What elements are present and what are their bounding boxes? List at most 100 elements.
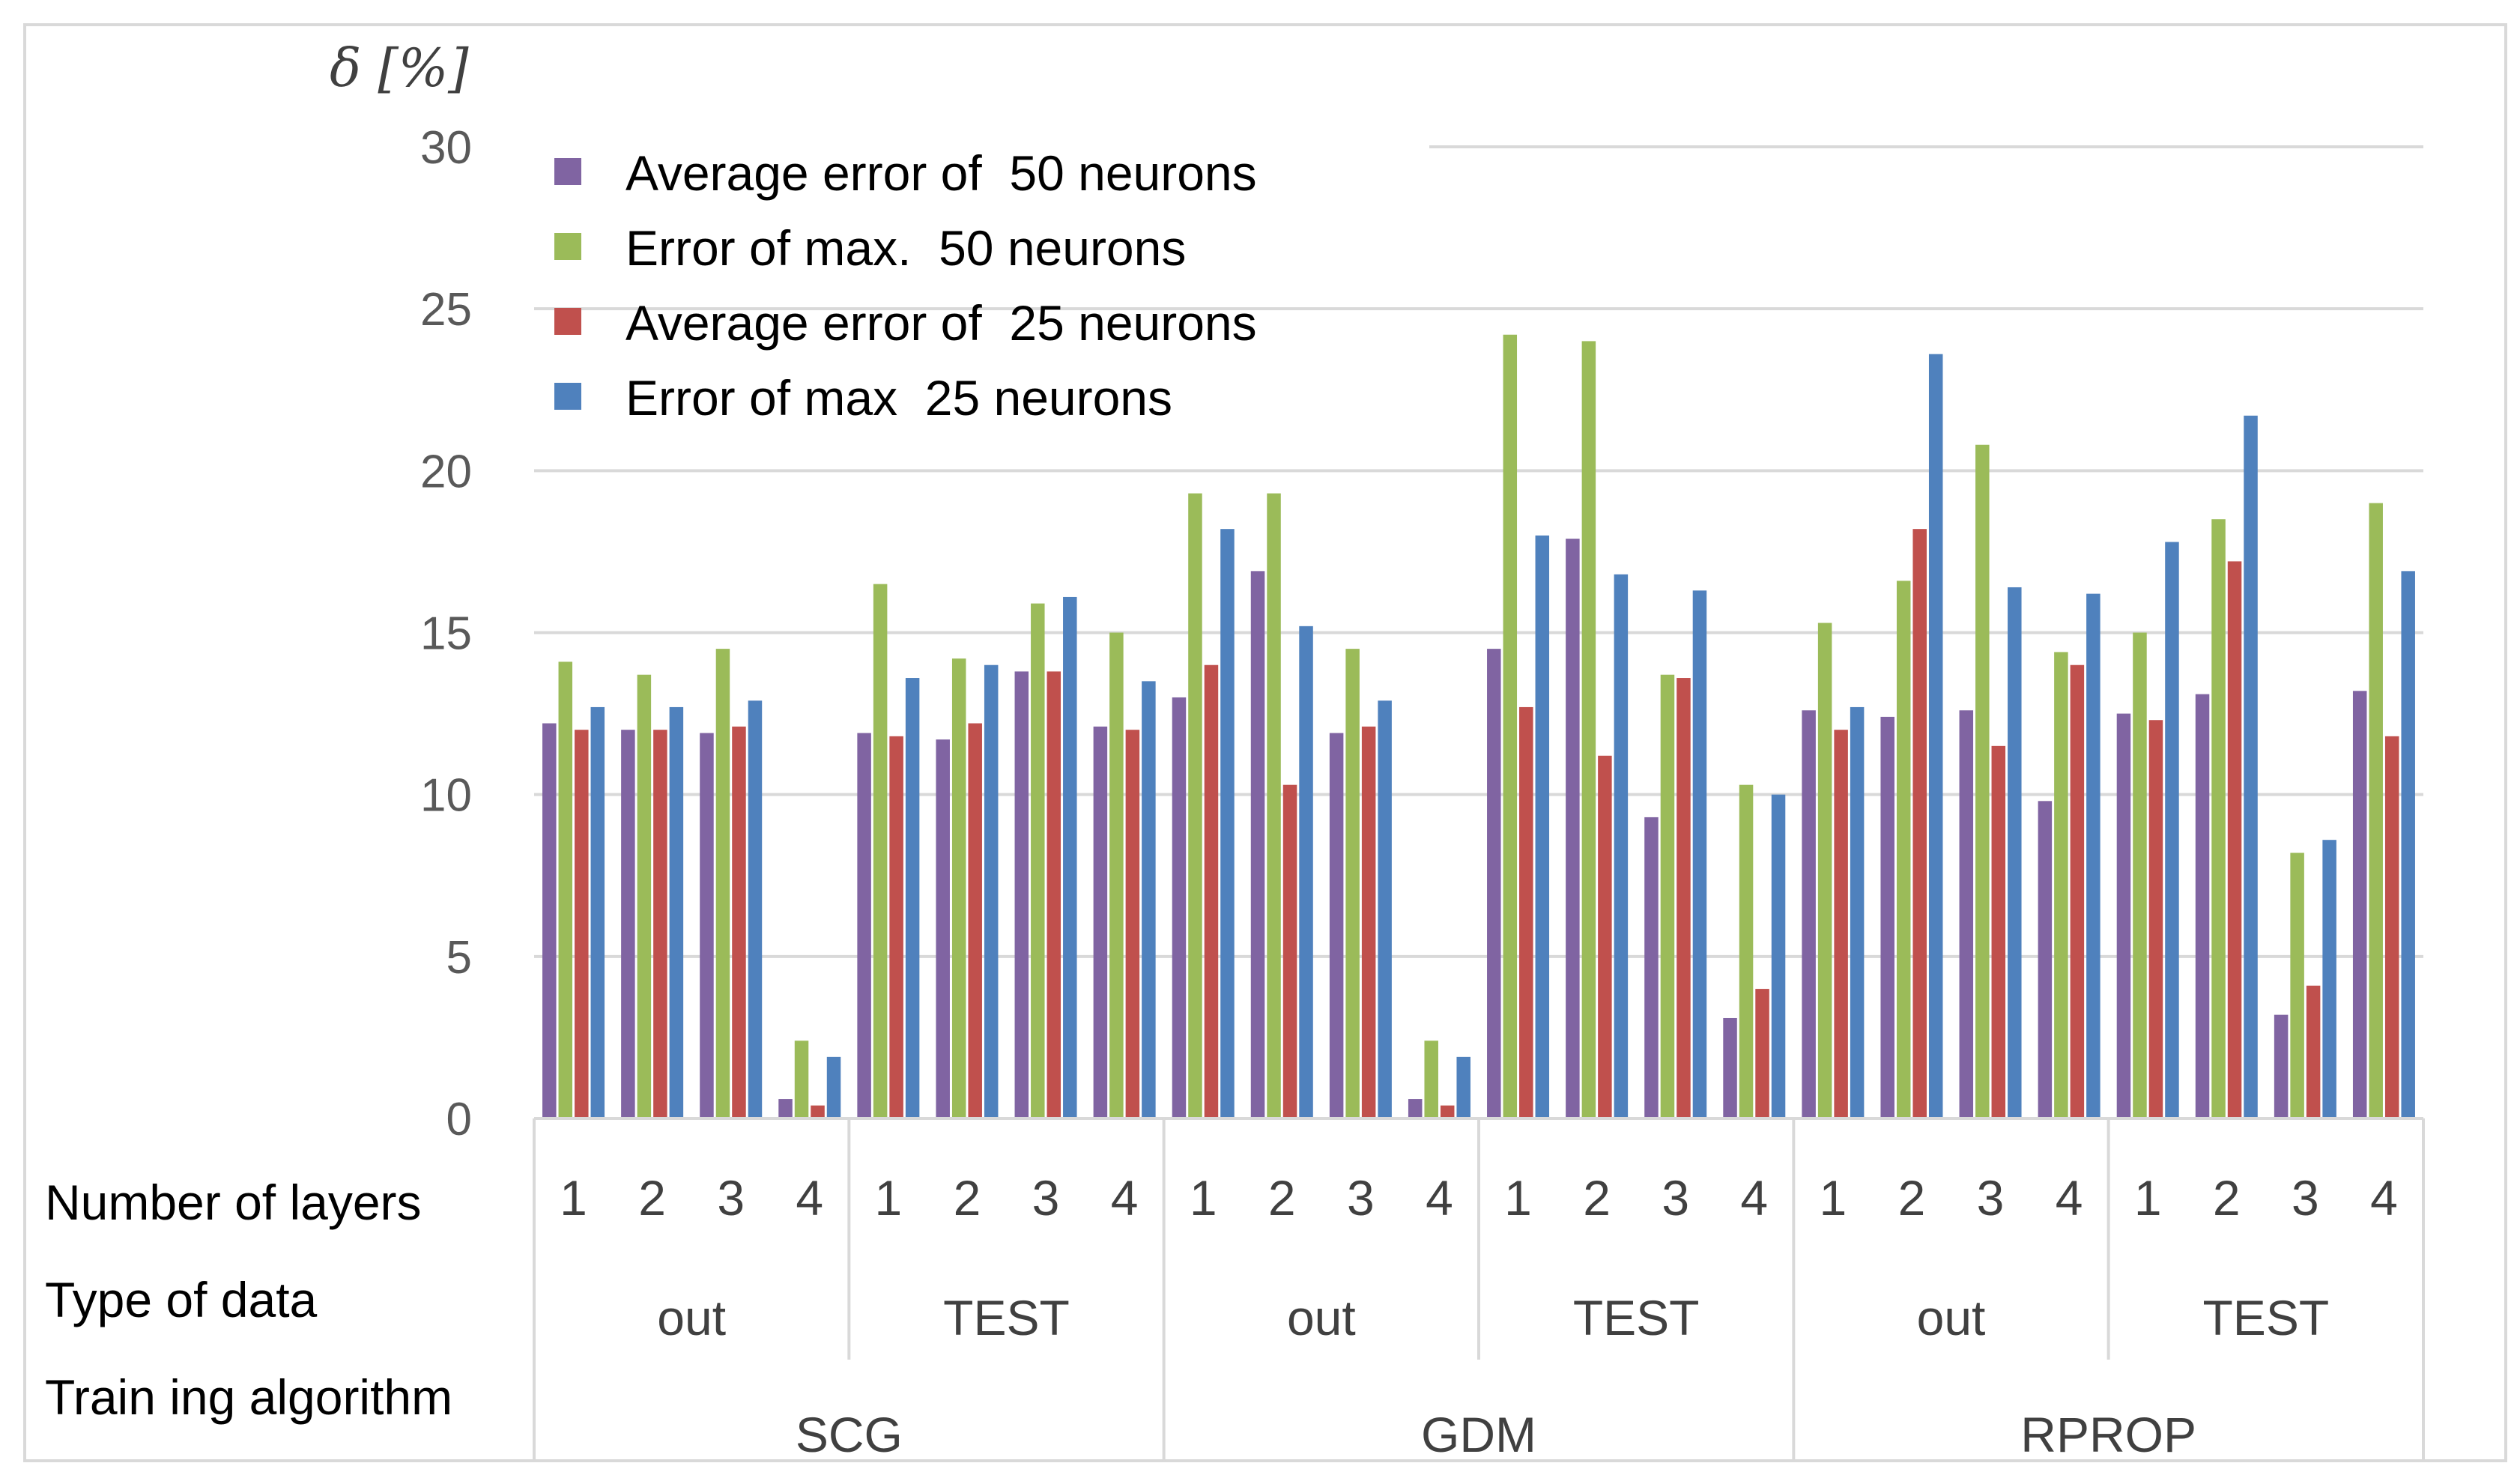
bar-2-20 (2054, 652, 2068, 1118)
bar-3-15 (1677, 678, 1691, 1118)
bar-4-6 (984, 664, 999, 1118)
bar-3-7 (1047, 671, 1061, 1118)
y-tick-label: 30 (420, 122, 472, 174)
bar-1-23 (2274, 1014, 2289, 1118)
bar-2-9 (1188, 493, 1202, 1118)
bar-4-9 (1220, 529, 1235, 1118)
bar-4-12 (1456, 1056, 1470, 1118)
bar-4-13 (1535, 535, 1550, 1118)
x-tick-label-layer: 1 (2134, 1170, 2162, 1226)
bar-1-15 (1644, 817, 1659, 1118)
bar-3-4 (811, 1105, 825, 1118)
x-tick-label-layer: 2 (2213, 1170, 2241, 1226)
x-tick-label-layer: 1 (1190, 1170, 1217, 1226)
bar-3-20 (2070, 664, 2085, 1118)
y-tick-label: 15 (420, 608, 472, 660)
x-tick-label-layer: 1 (1504, 1170, 1532, 1226)
x-tick-label-datatype: out (1287, 1290, 1356, 1345)
bar-3-11 (1361, 726, 1376, 1118)
bar-3-18 (1912, 529, 1927, 1118)
bar-4-8 (1142, 681, 1156, 1118)
bar-2-4 (794, 1041, 809, 1118)
x-tick-label-layer: 2 (954, 1170, 981, 1226)
bar-2-1 (558, 661, 573, 1118)
y-tick-label: 10 (420, 770, 472, 822)
bar-2-10 (1267, 493, 1281, 1118)
x-tick-label-layer: 1 (560, 1170, 587, 1226)
x-tick-label-layer: 1 (1820, 1170, 1847, 1226)
y-tick-label: 0 (446, 1094, 472, 1145)
x-tick-label-layer: 1 (875, 1170, 903, 1226)
bar-3-1 (575, 730, 589, 1118)
x-tick-label-layer: 2 (1583, 1170, 1611, 1226)
x-tick-label-layer: 4 (796, 1170, 823, 1226)
bar-4-11 (1378, 700, 1392, 1118)
bar-4-14 (1614, 574, 1629, 1118)
bar-3-17 (1834, 730, 1848, 1118)
bar-2-19 (1975, 444, 1990, 1118)
bar-4-4 (826, 1056, 841, 1118)
bar-3-24 (2384, 736, 2399, 1118)
bar-2-22 (2211, 519, 2226, 1118)
bar-1-20 (2038, 801, 2053, 1118)
bar-3-8 (1125, 730, 1140, 1118)
bar-1-9 (1172, 697, 1187, 1118)
y-tick-label: 20 (420, 446, 472, 497)
bar-2-23 (2290, 852, 2304, 1118)
x-tick-label-layer: 3 (2292, 1170, 2319, 1226)
y-tick-label: 25 (420, 284, 472, 336)
x-tick-label-datatype: out (1917, 1290, 1986, 1345)
bar-2-17 (1817, 623, 1832, 1118)
bar-1-18 (1880, 716, 1894, 1118)
x-tick-label-datatype: out (657, 1290, 726, 1345)
bar-4-18 (1928, 354, 1943, 1118)
bar-3-14 (1598, 755, 1612, 1118)
bar-1-21 (2116, 713, 2131, 1118)
bar-4-22 (2244, 415, 2258, 1118)
bar-3-22 (2227, 561, 2242, 1118)
legend-swatch (554, 383, 581, 410)
x-tick-label-layer: 4 (1111, 1170, 1139, 1226)
bar-1-2 (621, 730, 635, 1118)
bar-4-5 (905, 678, 920, 1118)
bar-1-14 (1566, 539, 1580, 1118)
bar-4-23 (2322, 840, 2336, 1118)
bar-4-24 (2401, 571, 2415, 1118)
bar-1-16 (1723, 1017, 1737, 1118)
bar-2-24 (2369, 503, 2383, 1118)
bar-4-10 (1299, 626, 1313, 1118)
bar-2-12 (1424, 1041, 1438, 1118)
x-tick-label-layer: 3 (1662, 1170, 1689, 1226)
legend-swatch (554, 158, 581, 185)
bar-2-16 (1739, 784, 1754, 1118)
bar-4-15 (1692, 590, 1707, 1118)
y-tick-label: 5 (446, 932, 472, 984)
bar-2-8 (1109, 632, 1124, 1118)
bar-2-18 (1896, 581, 1911, 1118)
legend-entry: Error of max 25 neurons (626, 370, 1172, 425)
x-tick-label-layer: 4 (1740, 1170, 1768, 1226)
bar-1-7 (1014, 671, 1029, 1118)
bar-1-19 (1959, 710, 1974, 1118)
x-tick-label-layer: 4 (2056, 1170, 2083, 1226)
gridlines (534, 145, 2423, 958)
x-tick-label-datatype: TEST (1573, 1290, 1700, 1345)
x-tick-label-algorithm: SCG (796, 1407, 903, 1462)
bar-2-15 (1660, 674, 1675, 1118)
x-tick-label-layer: 3 (1977, 1170, 2005, 1226)
x-tick-label-layer: 4 (1426, 1170, 1453, 1226)
bar-3-9 (1204, 664, 1219, 1118)
bar-3-2 (653, 730, 667, 1118)
bar-2-6 (951, 658, 966, 1118)
bar-1-24 (2352, 691, 2367, 1118)
bar-1-1 (542, 723, 557, 1118)
x-tick-label-layer: 2 (1898, 1170, 1926, 1226)
bar-1-10 (1250, 571, 1265, 1118)
bar-2-2 (637, 674, 652, 1118)
x-tick-label-layer: 3 (717, 1170, 745, 1226)
legend: Average error of 50 neurons Error of max.… (554, 145, 1257, 425)
x-tick-label-layer: 4 (2370, 1170, 2398, 1226)
legend-entry: Error of max. 50 neurons (626, 220, 1186, 276)
